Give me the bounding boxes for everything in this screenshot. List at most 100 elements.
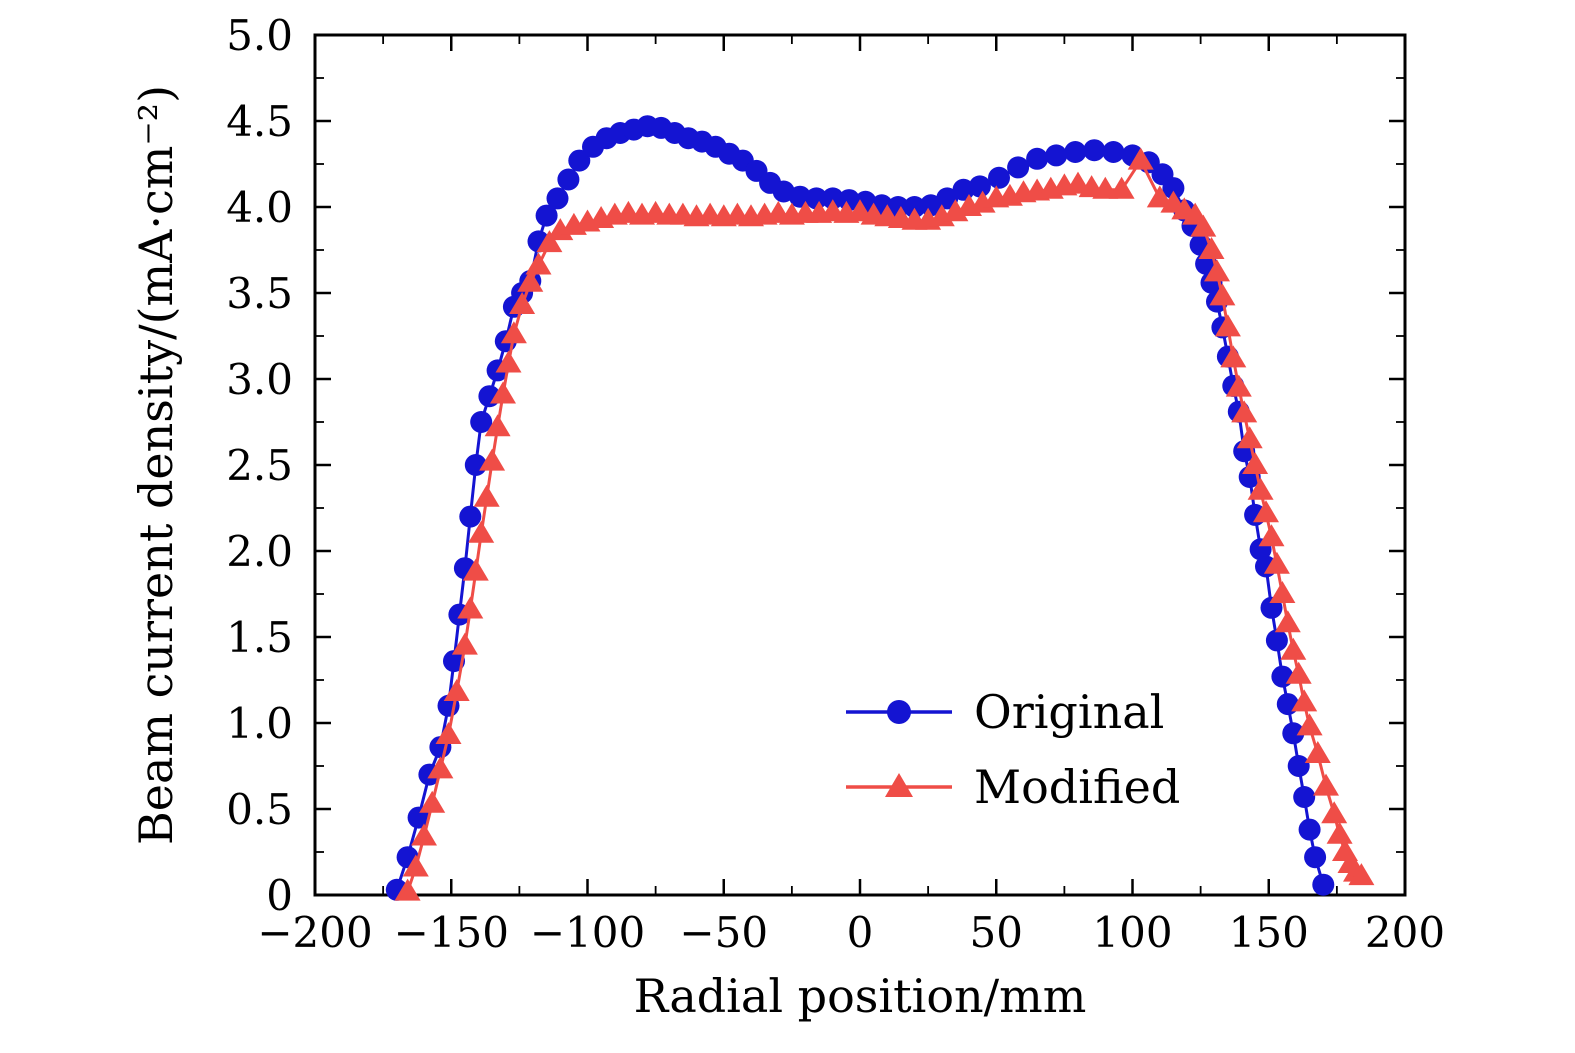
data-point-modified [1236, 426, 1263, 449]
data-point-modified [1190, 214, 1217, 237]
data-point-modified [1127, 147, 1154, 170]
data-point-modified [473, 484, 500, 507]
data-point-modified [451, 632, 478, 655]
y-tick-label: 1.0 [226, 699, 293, 748]
data-point-original [1083, 139, 1106, 162]
data-point-modified [1313, 773, 1339, 796]
data-point-original [821, 187, 844, 210]
legend-marker-modified-triangle-icon [885, 773, 913, 797]
data-point-modified [1348, 863, 1375, 886]
data-point-modified [1326, 821, 1353, 844]
data-point-modified [443, 679, 470, 701]
legend: Original Modified [846, 685, 1180, 814]
y-tick-label: 2.5 [226, 441, 293, 490]
y-tick-label: 3.0 [226, 355, 293, 404]
data-point-modified [509, 292, 536, 314]
data-point-modified [1253, 500, 1279, 523]
data-point-original [1162, 177, 1185, 200]
data-point-original [459, 505, 482, 528]
data-point-original [1312, 873, 1335, 896]
data-point-modified [525, 252, 552, 275]
data-point-modified [495, 350, 522, 373]
data-point-original [1282, 722, 1305, 745]
data-point-original [535, 204, 558, 227]
data-point-modified [479, 448, 506, 471]
data-point-modified [1108, 176, 1135, 199]
data-point-modified [1321, 801, 1348, 824]
x-tick-label: 150 [1229, 908, 1309, 957]
data-point-modified [419, 790, 446, 813]
data-point-original [805, 187, 828, 210]
data-point-modified [402, 854, 429, 877]
data-point-modified [435, 722, 462, 744]
data-point-original [1265, 629, 1288, 652]
data-point-original [546, 187, 569, 210]
data-point-modified [1304, 741, 1331, 763]
data-point-modified [1225, 374, 1252, 397]
data-point-modified [411, 823, 437, 846]
data-point-modified [1209, 283, 1236, 306]
data-point-original [1102, 141, 1125, 163]
y-tick-label: 0 [266, 871, 293, 920]
data-point-modified [1220, 345, 1247, 368]
data-point-modified [517, 269, 544, 292]
data-point-modified [536, 230, 563, 253]
x-axis-label: Radial position/mm [634, 969, 1087, 1023]
y-axis-label: Beam current density/(mA·cm⁻²) [129, 85, 183, 845]
x-tick-label: 50 [970, 908, 1023, 957]
legend-label-original: Original [974, 685, 1164, 739]
data-point-original [1298, 818, 1321, 841]
legend-marker-original-circle-icon [887, 700, 911, 724]
data-point-modified [1204, 259, 1230, 282]
y-tick-label: 2.0 [226, 527, 293, 576]
data-point-original [968, 175, 991, 198]
x-tick-label: 0 [847, 908, 874, 957]
series-layer [385, 115, 1375, 901]
data-point-original [1304, 846, 1327, 869]
x-tick-label: −50 [679, 908, 768, 957]
data-point-modified [500, 321, 527, 344]
data-point-modified [468, 520, 495, 543]
data-point-original [557, 168, 580, 191]
data-point-original [470, 411, 493, 433]
data-point-original [988, 166, 1010, 189]
data-point-original [1293, 786, 1316, 808]
data-point-original [838, 189, 861, 212]
y-tick-label: 4.5 [226, 97, 293, 146]
data-point-modified [1269, 581, 1296, 603]
data-point-modified [484, 414, 511, 437]
y-tick-label: 1.5 [226, 613, 293, 662]
data-point-modified [1291, 689, 1318, 712]
data-point-modified [1146, 185, 1173, 208]
data-point-modified [1258, 524, 1285, 547]
data-point-modified [1274, 610, 1301, 633]
axes-layer: −200 −150 −100 −50 0 50 100 150 200 0 0.5 1.0 1.5 2.0… [226, 11, 1445, 957]
y-tick-label: 4.0 [226, 183, 293, 232]
data-point-modified [1214, 314, 1241, 337]
x-tick-label: −150 [394, 908, 509, 957]
data-point-modified [490, 381, 516, 404]
plot-frame [313, 33, 1407, 897]
data-point-original [903, 196, 926, 218]
x-tick-label: −200 [257, 908, 372, 957]
data-point-modified [1263, 551, 1290, 574]
data-point-original [1287, 755, 1310, 777]
legend-label-modified: Modified [974, 760, 1180, 814]
data-point-modified [1280, 637, 1307, 660]
data-point-modified [1198, 237, 1225, 259]
data-point-modified [394, 878, 421, 901]
data-point-modified [462, 558, 489, 581]
data-point-original [1007, 156, 1030, 179]
data-point-modified [1092, 176, 1119, 199]
data-point-original [1276, 693, 1299, 716]
data-point-original [1026, 147, 1049, 170]
data-point-original [1045, 144, 1068, 167]
data-point-modified [457, 596, 484, 619]
data-point-modified [427, 756, 454, 779]
data-point-original [568, 149, 591, 172]
y-tick-label: 3.5 [226, 269, 293, 318]
data-point-modified [1285, 661, 1312, 684]
y-tick-label: 5.0 [226, 11, 293, 60]
